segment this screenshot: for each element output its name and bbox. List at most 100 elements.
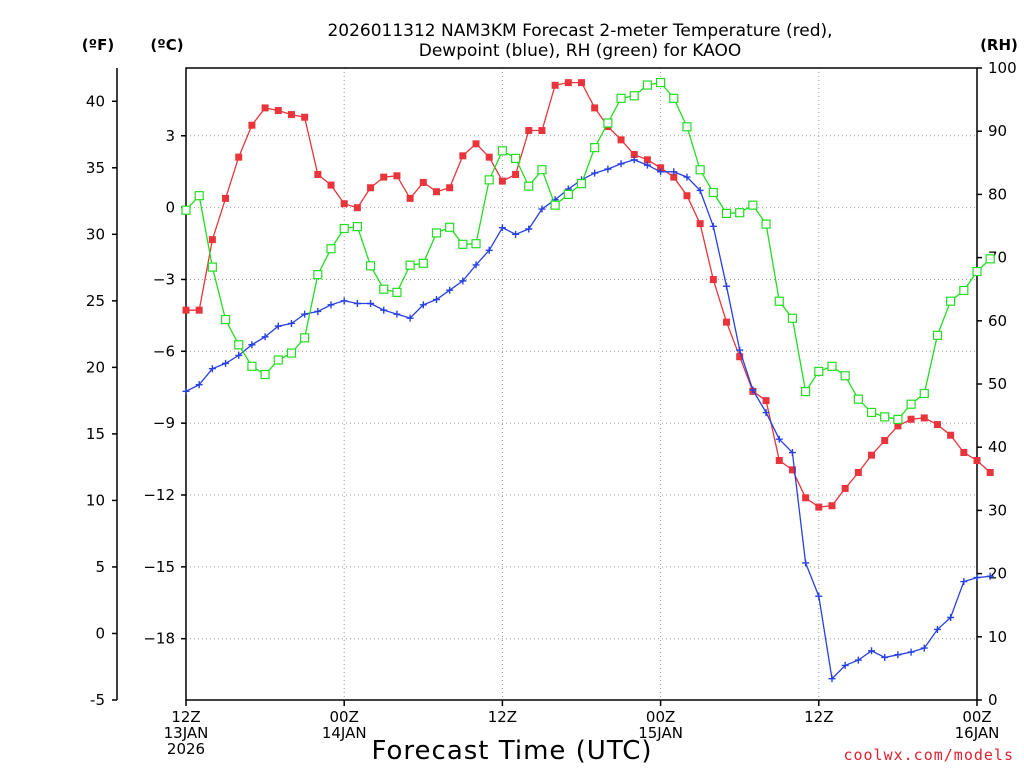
data-point: [985, 254, 995, 264]
data-point: [485, 153, 493, 161]
fahrenheit-tick-label: 20: [86, 358, 105, 376]
data-point: [960, 578, 968, 586]
axes: -5051015202530354030−3−6−9−12−15−1801020…: [86, 59, 1017, 758]
chart-title-line-2: Dewpoint (blue), RH (green) for KAOO: [419, 41, 742, 61]
data-point: [261, 333, 269, 341]
data-point: [287, 319, 295, 327]
series-line: [186, 81, 991, 508]
data-point: [907, 415, 915, 423]
rh-tick-label: 90: [988, 122, 1007, 140]
data-point: [973, 457, 981, 465]
data-point: [538, 127, 546, 135]
celsius-tick-label: −9: [153, 414, 175, 432]
data-point: [630, 156, 638, 164]
data-point: [248, 121, 256, 129]
data-point: [894, 651, 902, 659]
data-point: [353, 300, 361, 308]
data-point: [735, 208, 745, 218]
rh-unit-label: (RH): [980, 36, 1018, 54]
series-2-meter-temperature: [182, 79, 994, 511]
data-point: [683, 173, 691, 181]
data-point: [616, 93, 626, 103]
data-point: [182, 387, 190, 395]
data-point: [300, 333, 310, 343]
data-point: [247, 361, 257, 371]
data-point: [564, 79, 572, 87]
data-point: [419, 301, 427, 309]
data-point: [972, 266, 982, 277]
celsius-tick-label: 0: [165, 199, 175, 217]
data-point: [367, 184, 375, 192]
data-point: [340, 297, 348, 305]
data-point: [946, 296, 956, 306]
series-line: [185, 81, 991, 421]
data-point: [563, 189, 573, 199]
data-point: [353, 204, 361, 212]
rh-tick-label: 100: [988, 59, 1017, 77]
data-point: [880, 412, 890, 422]
data-point: [181, 205, 191, 215]
celsius-tick-label: −6: [153, 342, 175, 360]
rh-tick-label: 40: [988, 438, 1007, 456]
data-point: [947, 431, 955, 439]
data-point: [419, 178, 427, 186]
source-credit: coolwx.com/models: [843, 746, 1014, 764]
fahrenheit-tick-label: 40: [86, 92, 105, 110]
data-point: [827, 361, 837, 371]
data-point: [933, 625, 941, 633]
data-point: [815, 592, 823, 600]
rh-tick-label: 80: [988, 185, 1007, 203]
plot-frame: [185, 67, 978, 701]
celsius-tick-label: −3: [153, 270, 175, 288]
data-point: [670, 173, 678, 181]
data-point: [854, 468, 862, 476]
data-point: [340, 200, 348, 208]
data-point: [472, 261, 480, 269]
data-point: [736, 353, 744, 361]
data-point: [578, 79, 585, 87]
data-point: [868, 451, 876, 459]
celsius-tick-label: 3: [165, 127, 175, 145]
celsius-tick-label: −15: [143, 558, 175, 576]
data-point: [629, 91, 639, 101]
data-point: [498, 224, 506, 232]
data-point: [709, 222, 717, 230]
data-point: [723, 318, 731, 326]
data-point: [920, 414, 928, 422]
data-point: [643, 156, 651, 164]
data-point: [314, 307, 322, 315]
data-point: [418, 258, 428, 268]
data-point: [866, 407, 877, 418]
data-point: [380, 306, 388, 314]
data-point: [273, 355, 283, 365]
data-point: [445, 222, 455, 232]
data-point: [576, 179, 587, 189]
x-tick-label: 13JAN: [164, 724, 209, 742]
series-line: [185, 159, 991, 681]
data-point: [815, 503, 823, 511]
data-point: [313, 270, 323, 280]
data-point: [234, 340, 244, 350]
data-point: [841, 661, 849, 669]
data-point: [393, 172, 401, 180]
data-point: [314, 170, 322, 178]
data-point: [235, 351, 243, 359]
data-point: [208, 236, 216, 244]
data-point: [642, 80, 653, 90]
data-point: [802, 494, 810, 502]
data-point: [207, 262, 217, 272]
data-point: [512, 230, 520, 238]
rh-tick-label: 0: [988, 691, 998, 709]
data-point: [893, 414, 903, 424]
data-point: [762, 409, 770, 417]
data-point: [801, 386, 811, 397]
data-point: [881, 437, 889, 445]
x-axis-title: Forecast Time (UTC): [371, 736, 652, 766]
data-point: [960, 449, 968, 457]
data-point: [512, 170, 520, 178]
data-point: [696, 186, 704, 194]
fahrenheit-tick-label: 10: [86, 491, 105, 509]
data-point: [762, 397, 770, 405]
data-point: [485, 246, 493, 254]
data-point: [920, 644, 928, 652]
